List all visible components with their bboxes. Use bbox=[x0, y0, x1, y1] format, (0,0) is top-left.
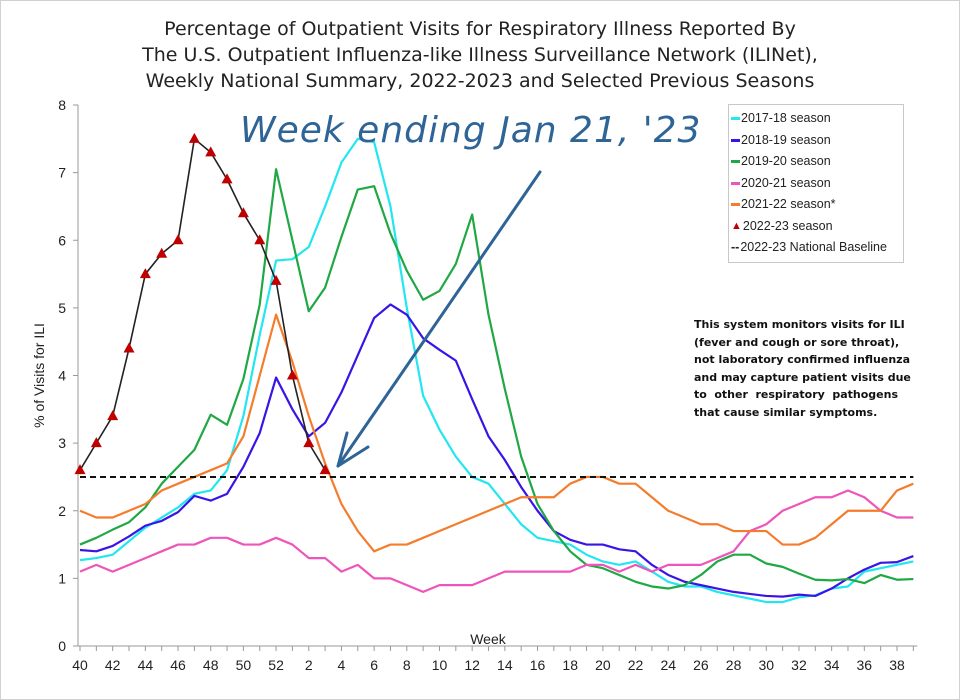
data-point-triangle bbox=[221, 173, 233, 184]
data-point-triangle bbox=[107, 410, 119, 421]
data-point-triangle bbox=[188, 132, 200, 143]
note-line: not laboratory confirmed influenza bbox=[694, 353, 911, 366]
x-tick-label: 12 bbox=[464, 657, 480, 673]
note-line: and may capture patient visits due bbox=[694, 370, 911, 384]
legend-label: 2022-23 National Baseline bbox=[740, 240, 887, 254]
x-tick-label: 6 bbox=[370, 657, 378, 673]
x-tick-label: 32 bbox=[791, 657, 807, 673]
title-line: Weekly National Summary, 2022-2023 and S… bbox=[145, 70, 815, 92]
x-tick-label: 20 bbox=[595, 657, 611, 673]
data-point-triangle bbox=[205, 146, 217, 157]
legend-item-2021-22-season: 2021-22 season* bbox=[731, 194, 903, 216]
x-tick-label: 36 bbox=[857, 657, 873, 673]
x-tick-label: 18 bbox=[562, 657, 578, 673]
data-point-triangle bbox=[254, 234, 266, 245]
legend-item-2022-23-national-baseline: -- 2022-23 National Baseline bbox=[731, 237, 903, 259]
legend-label: 2019-20 season bbox=[741, 154, 831, 168]
y-tick-label: 3 bbox=[58, 435, 66, 451]
chart-note: This system monitors visits for ILI (fev… bbox=[694, 316, 911, 421]
dashed-line-icon: -- bbox=[731, 240, 740, 254]
legend-item-2018-19-season: 2018-19 season bbox=[731, 130, 903, 152]
legend-swatch bbox=[731, 117, 740, 121]
series-line-2017-18-season bbox=[79, 137, 914, 604]
chart-title: Percentage of Outpatient Visits for Resp… bbox=[60, 16, 900, 94]
x-tick-label: 2 bbox=[305, 657, 313, 673]
title-line: Percentage of Outpatient Visits for Resp… bbox=[164, 18, 796, 40]
legend-swatch bbox=[731, 203, 740, 207]
data-point-triangle bbox=[123, 342, 135, 353]
x-tick-label: 16 bbox=[530, 657, 546, 673]
x-tick-label: 22 bbox=[628, 657, 644, 673]
x-tick-label: 30 bbox=[758, 657, 774, 673]
legend-item-2022-23-season: ▲ 2022-23 season bbox=[731, 216, 903, 238]
annotation-arrow-shaft bbox=[336, 170, 542, 468]
legend-swatch bbox=[731, 138, 740, 142]
data-point-triangle bbox=[319, 464, 331, 475]
x-tick-label: 8 bbox=[403, 657, 411, 673]
y-tick-label: 8 bbox=[58, 97, 66, 113]
y-tick-label: 4 bbox=[58, 368, 66, 384]
y-tick-label: 1 bbox=[58, 570, 66, 586]
legend-label: 2022-23 season bbox=[742, 218, 833, 233]
data-point-triangle bbox=[286, 369, 298, 380]
y-tick-label: 5 bbox=[58, 300, 66, 316]
legend-label: 2021-22 season* bbox=[741, 197, 836, 211]
x-tick-label: 50 bbox=[236, 657, 252, 673]
legend-label: 2018-19 season bbox=[741, 132, 831, 147]
note-line: This system monitors visits for ILI bbox=[694, 318, 905, 331]
x-tick-label: 28 bbox=[726, 657, 742, 673]
series-line-2019-20-season bbox=[79, 168, 914, 590]
annotation-week-ending: Week ending Jan 21, '23 bbox=[240, 110, 702, 151]
x-tick-label: 4 bbox=[338, 657, 346, 673]
y-tick-label: 7 bbox=[58, 165, 66, 181]
x-tick-label: 40 bbox=[72, 657, 88, 673]
x-tick-label: 48 bbox=[203, 657, 219, 673]
x-tick-label: 42 bbox=[105, 657, 121, 673]
x-tick-label: 26 bbox=[693, 657, 709, 673]
x-tick-label: 52 bbox=[268, 657, 284, 673]
data-point-triangle bbox=[172, 234, 184, 245]
x-tick-label: 10 bbox=[432, 657, 448, 673]
triangle-marker-icon: ▲ bbox=[731, 219, 742, 232]
series-line-2018-19-season bbox=[79, 303, 914, 598]
annotation-arrow-head bbox=[336, 431, 370, 468]
y-tick-label: 6 bbox=[58, 232, 66, 248]
y-axis-label: % of Visits for ILI bbox=[31, 323, 47, 428]
x-tick-label: 14 bbox=[497, 657, 513, 673]
y-tick-label: 0 bbox=[58, 638, 66, 654]
x-axis-label: Week bbox=[470, 631, 507, 647]
y-tick-label: 2 bbox=[58, 503, 66, 519]
x-tick-label: 34 bbox=[824, 657, 840, 673]
legend-item-2017-18-season: 2017-18 season bbox=[731, 108, 903, 130]
data-point-triangle bbox=[90, 437, 102, 448]
legend-swatch bbox=[731, 181, 740, 185]
note-line: (fever and cough or sore throat), bbox=[694, 335, 900, 349]
legend-label: 2017-18 season bbox=[741, 111, 831, 125]
data-point-triangle bbox=[270, 274, 282, 285]
legend-item-2019-20-season: 2019-20 season bbox=[731, 151, 903, 173]
series-line-2022-23-season bbox=[79, 138, 326, 471]
data-point-triangle bbox=[74, 464, 86, 475]
x-tick-label: 46 bbox=[170, 657, 186, 673]
data-point-triangle bbox=[237, 207, 249, 218]
title-line: The U.S. Outpatient Influenza-like Illne… bbox=[142, 44, 818, 66]
note-line: that cause similar symptoms. bbox=[694, 405, 878, 419]
legend-item-2020-21-season: 2020-21 season bbox=[731, 173, 903, 195]
series-line-2021-22-season bbox=[79, 313, 914, 553]
series-line-2020-21-season bbox=[79, 489, 914, 594]
legend-swatch bbox=[731, 160, 740, 164]
x-tick-label: 44 bbox=[138, 657, 154, 673]
legend-label: 2020-21 season bbox=[741, 175, 831, 190]
x-tick-label: 24 bbox=[660, 657, 676, 673]
note-line: to other respiratory pathogens bbox=[694, 388, 898, 401]
data-point-triangle bbox=[303, 437, 315, 448]
data-point-triangle bbox=[156, 247, 168, 258]
data-point-triangle bbox=[139, 268, 151, 279]
x-tick-label: 38 bbox=[889, 657, 905, 673]
legend: 2017-18 season 2018-19 season 2019-20 seas… bbox=[728, 104, 904, 263]
